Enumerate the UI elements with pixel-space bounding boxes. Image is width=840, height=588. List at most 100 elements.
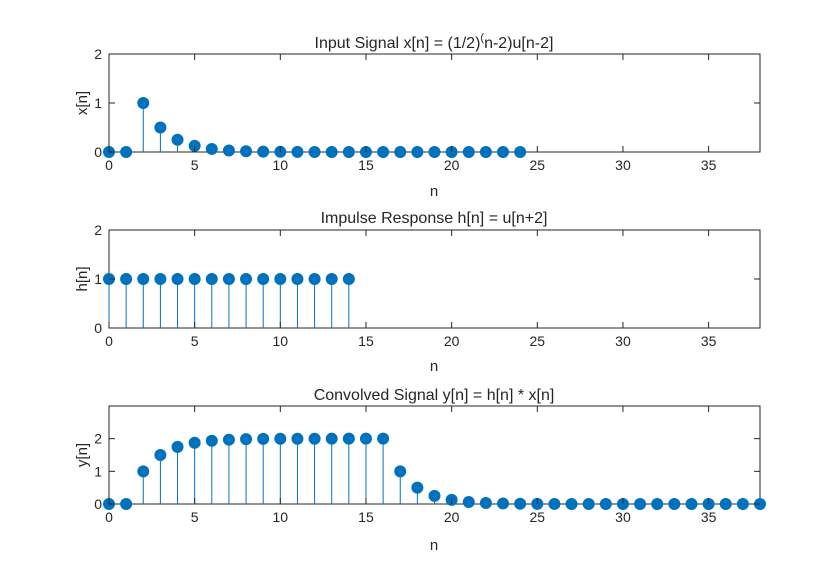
stem-marker (342, 273, 355, 285)
y-tick-label: 0 (94, 144, 102, 160)
x-tick-label: 35 (701, 509, 717, 525)
stem-marker (171, 133, 184, 146)
tick-group: 0 5 10 15 20 25 30 35 0 1 2 (94, 406, 760, 525)
x-tick-label: 10 (273, 333, 289, 349)
x-tick-label: 35 (701, 333, 717, 349)
stem-marker (308, 273, 321, 285)
x-tick-label: 5 (191, 157, 199, 173)
x-tick-label: 30 (615, 509, 631, 525)
x-tick-label: 30 (615, 333, 631, 349)
stem-marker (599, 497, 612, 510)
stem-marker (137, 465, 150, 478)
stem-marker (291, 145, 304, 158)
subplot-convolved-signal: Convolved Signal y[n] = h[n] * x[n] 0 5 10… (74, 387, 766, 554)
x-axis-label: n (430, 537, 438, 554)
stem-marker (222, 433, 235, 446)
title-superscript: ( (480, 32, 484, 44)
stem-marker (240, 145, 253, 158)
stem-marker (582, 497, 595, 510)
axes-box (108, 405, 761, 505)
stem-series (103, 97, 527, 158)
tick-group: 0 5 10 15 20 25 30 35 0 1 2 (94, 222, 760, 349)
tick-group: 0 5 10 15 20 25 30 35 0 1 2 (94, 46, 760, 173)
stem-marker (222, 144, 235, 157)
stem-marker (634, 498, 647, 510)
stem-marker (240, 273, 253, 285)
x-tick-label: 0 (105, 509, 113, 525)
stem-series (103, 273, 355, 328)
x-tick-label: 25 (530, 509, 546, 525)
stem-marker (668, 498, 681, 510)
stem-marker (394, 145, 407, 158)
y-tick-label: 2 (94, 46, 102, 62)
stem-marker (479, 496, 492, 509)
stem-marker (394, 465, 407, 478)
stem-marker (137, 97, 150, 109)
stem-marker (222, 273, 235, 285)
stem-series (103, 432, 766, 510)
x-tick-label: 0 (105, 333, 113, 349)
x-tick-label: 20 (444, 157, 460, 173)
stem-marker (154, 121, 167, 134)
x-tick-label: 15 (358, 157, 374, 173)
stem-marker (308, 432, 321, 445)
y-tick-label: 2 (94, 431, 102, 447)
stem-marker (479, 145, 492, 158)
x-tick-label: 30 (615, 157, 631, 173)
stem-marker (171, 273, 184, 285)
stem-marker (719, 498, 732, 510)
x-tick-label: 10 (273, 157, 289, 173)
y-tick-label: 1 (94, 95, 102, 111)
stem-marker (377, 145, 390, 158)
stem-marker (120, 273, 133, 285)
stem-marker (257, 145, 270, 158)
stem-marker (188, 436, 201, 449)
stem-marker (240, 433, 253, 446)
stem-marker (736, 498, 749, 510)
y-tick-label: 2 (94, 222, 102, 238)
subplot-title: Convolved Signal y[n] = h[n] * x[n] (314, 387, 555, 404)
stem-marker (462, 495, 475, 508)
stem-marker (137, 273, 150, 285)
stem-marker (359, 432, 372, 445)
subplot-title: Impulse Response h[n] = u[n+2] (321, 210, 548, 227)
title-tail: n-2)u[n-2] (484, 35, 553, 52)
x-tick-label: 20 (444, 509, 460, 525)
y-tick-label: 0 (94, 320, 102, 336)
stem-marker (411, 145, 424, 158)
stem-marker (325, 432, 338, 445)
x-axis-label: n (430, 183, 438, 200)
axes-box (108, 53, 761, 153)
subplot-impulse-response: Impulse Response h[n] = u[n+2] 0 5 10 15 20 2… (74, 210, 761, 375)
stem-marker (154, 273, 167, 285)
stem-marker (325, 273, 338, 285)
stem-marker (514, 145, 527, 158)
stem-marker (257, 273, 270, 285)
stem-marker (325, 145, 338, 158)
stem-marker (205, 434, 218, 447)
stem-marker (651, 498, 664, 510)
stem-marker (274, 273, 287, 285)
stem-marker (308, 145, 321, 158)
stem-marker (274, 432, 287, 445)
stem-marker (497, 497, 510, 510)
subplot-title: Input Signal x[n] = (1/2)(n-2)u[n-2] (315, 32, 554, 52)
x-tick-label: 10 (273, 509, 289, 525)
y-axis-label: x[n] (74, 91, 91, 115)
stem-marker (565, 497, 578, 510)
title-main: Input Signal x[n] = (1/2) (315, 35, 481, 52)
stem-marker (497, 145, 510, 158)
x-axis-label: n (430, 358, 438, 375)
x-tick-label: 0 (105, 157, 113, 173)
x-tick-label: 15 (358, 509, 374, 525)
y-tick-label: 1 (94, 271, 102, 287)
x-tick-label: 15 (358, 333, 374, 349)
stem-marker (291, 273, 304, 285)
x-tick-label: 5 (191, 509, 199, 525)
y-axis-label: h[n] (74, 266, 91, 291)
stem-marker (205, 142, 218, 155)
y-tick-label: 0 (94, 496, 102, 512)
y-tick-label: 1 (94, 463, 102, 479)
subplot-input-signal: Input Signal x[n] = (1/2)(n-2)u[n-2] 0 5 1… (74, 32, 761, 200)
